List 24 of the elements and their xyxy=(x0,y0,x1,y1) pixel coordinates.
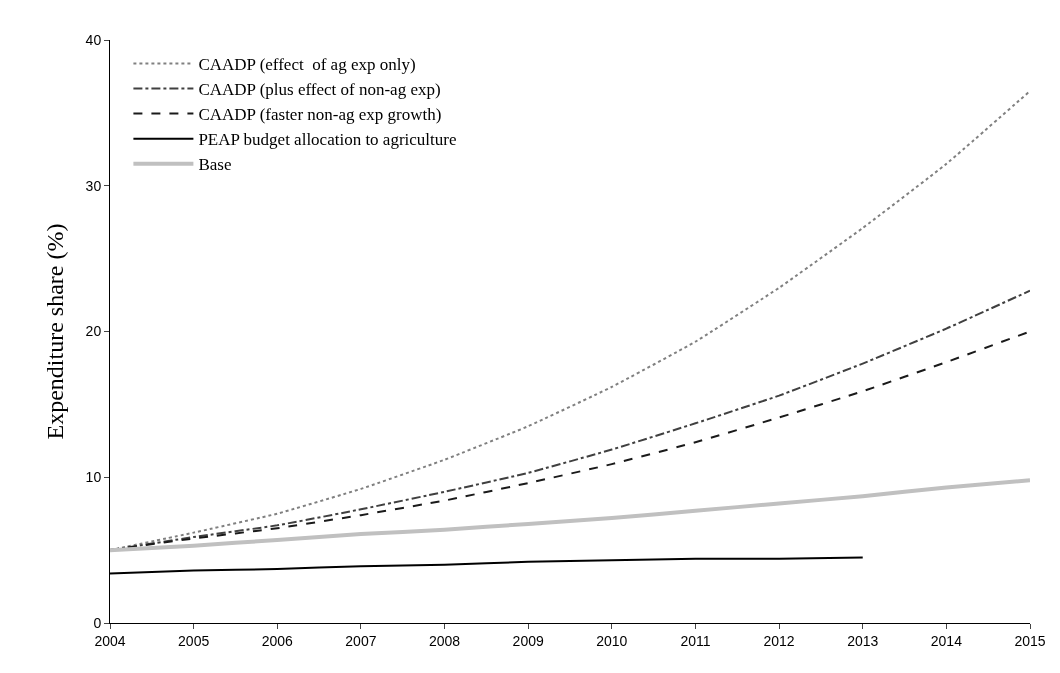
x-tick-label: 2010 xyxy=(596,632,628,649)
legend-label: Base xyxy=(198,155,232,175)
x-tick-label: 2004 xyxy=(94,632,126,649)
x-tick-label: 2015 xyxy=(1014,632,1046,649)
y-tick-label: 30 xyxy=(85,177,102,194)
y-tick-label: 0 xyxy=(93,614,102,631)
x-tick-label: 2007 xyxy=(345,632,377,649)
x-tick-label: 2005 xyxy=(178,632,210,649)
y-tick-label: 20 xyxy=(85,323,102,340)
legend-label: CAADP (faster non-ag exp growth) xyxy=(198,105,442,125)
x-tick-label: 2013 xyxy=(847,632,879,649)
x-tick-label: 2014 xyxy=(930,632,963,649)
legend-label: CAADP (plus effect of non-ag exp) xyxy=(198,80,441,100)
y-tick-label: 10 xyxy=(85,469,102,486)
y-axis-title: Expenditure share (%) xyxy=(41,223,68,440)
line-series xyxy=(110,478,1030,553)
legend-label: PEAP budget allocation to agriculture xyxy=(198,130,457,150)
x-tick-label: 2008 xyxy=(428,632,461,649)
x-tick-label: 2011 xyxy=(680,632,711,649)
x-tick-label: 2009 xyxy=(512,632,544,649)
y-tick-label: 40 xyxy=(85,31,102,48)
x-tick-label: 2006 xyxy=(261,632,294,649)
x-tick-label: 2012 xyxy=(763,632,795,649)
legend-label: CAADP (effect of ag exp only) xyxy=(198,55,416,75)
